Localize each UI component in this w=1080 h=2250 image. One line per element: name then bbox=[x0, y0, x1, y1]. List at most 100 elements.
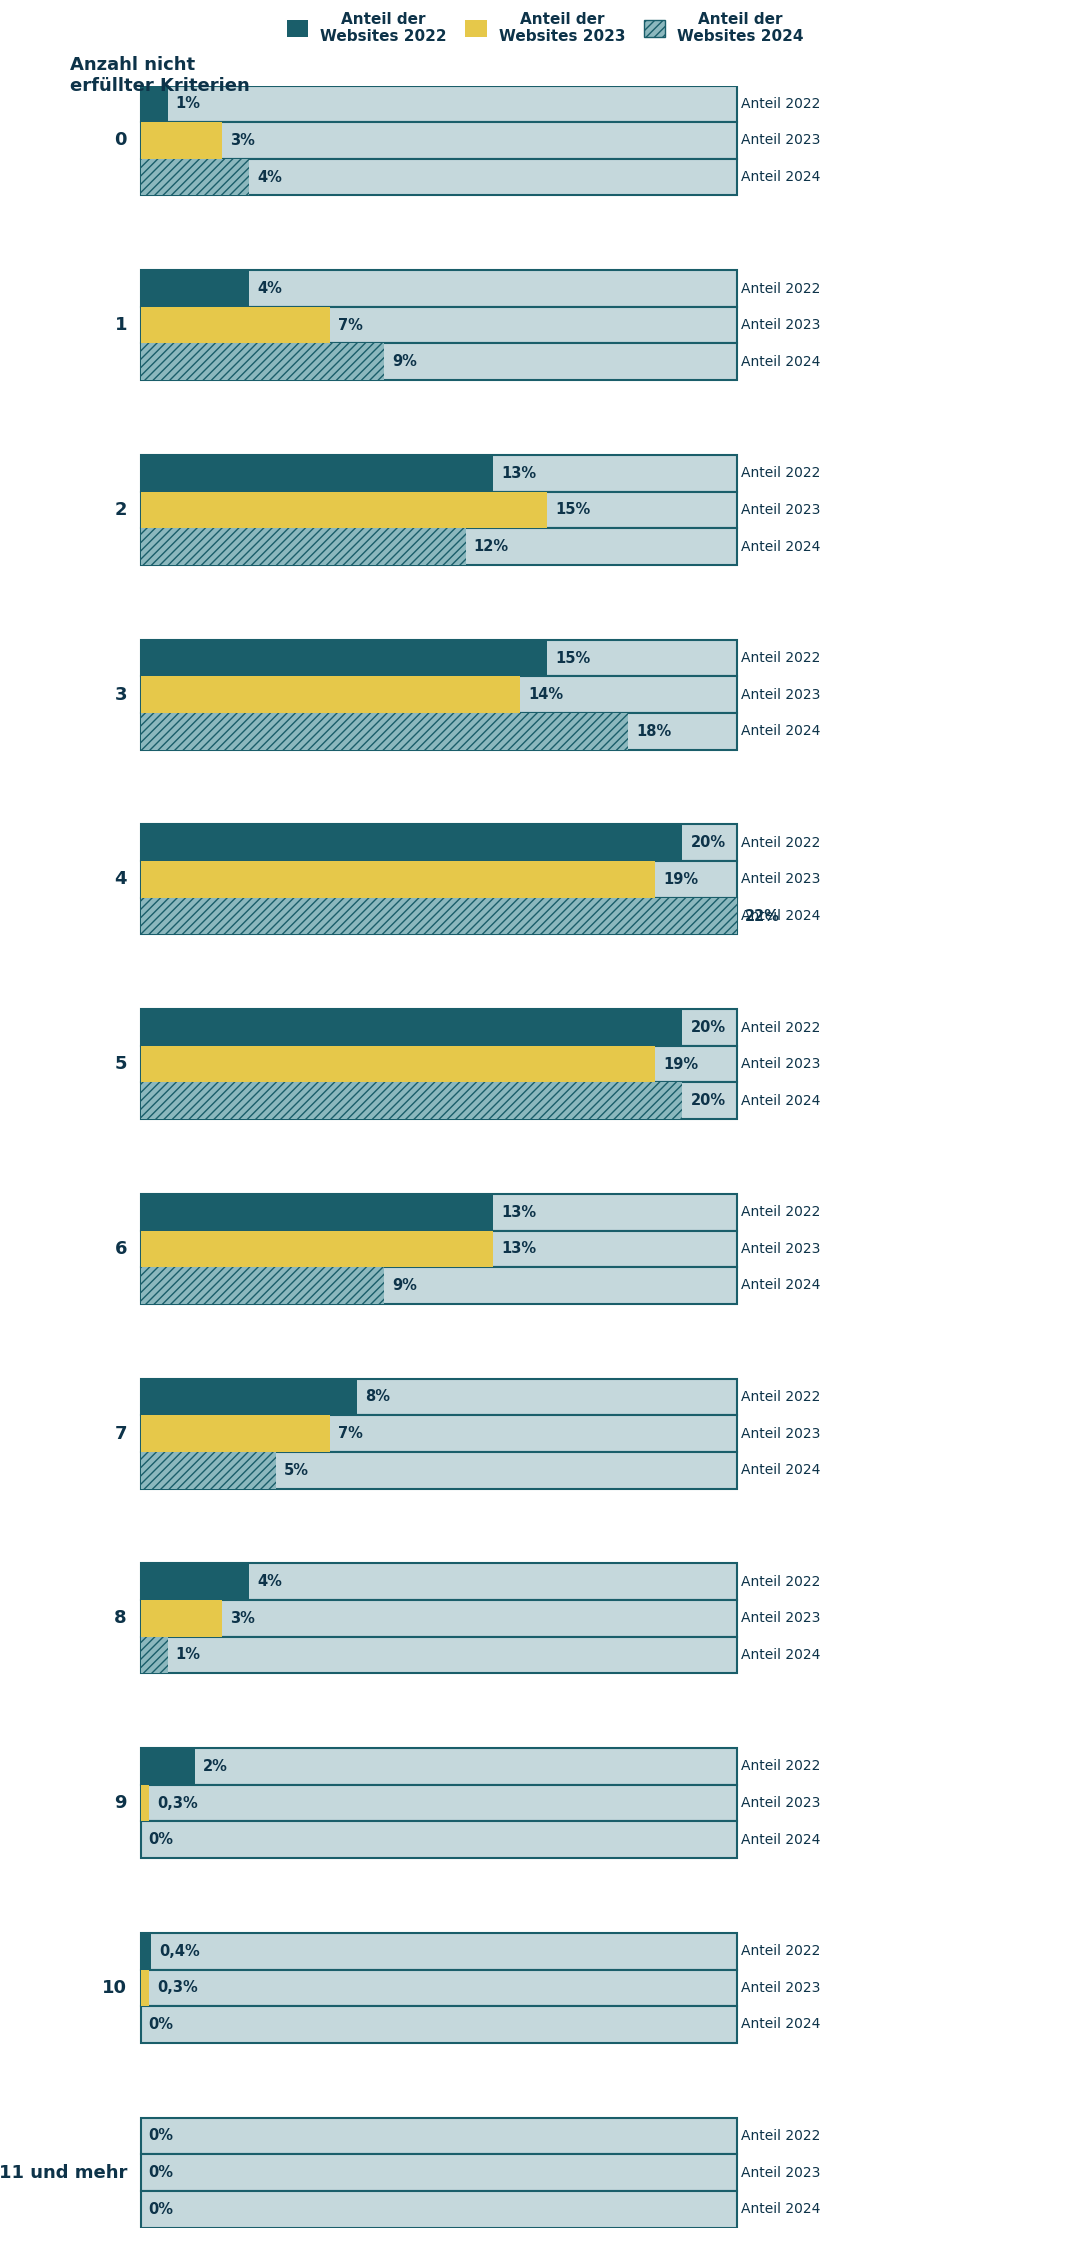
Text: 4%: 4% bbox=[257, 169, 282, 184]
Bar bbox=[140, 306, 737, 344]
Text: 3: 3 bbox=[114, 686, 127, 704]
Bar bbox=[140, 529, 737, 565]
Bar bbox=[140, 270, 248, 306]
Text: 10: 10 bbox=[102, 1978, 127, 1996]
Text: 3%: 3% bbox=[230, 1611, 255, 1627]
Text: Anteil 2022: Anteil 2022 bbox=[741, 281, 820, 295]
Bar bbox=[140, 306, 330, 344]
Text: Anteil 2023: Anteil 2023 bbox=[741, 504, 820, 518]
Text: 4: 4 bbox=[114, 871, 127, 889]
Bar bbox=[140, 1784, 737, 1822]
Bar bbox=[140, 1933, 737, 1969]
Text: 0%: 0% bbox=[149, 1831, 174, 1847]
Bar bbox=[140, 1564, 248, 1600]
Text: Anteil 2023: Anteil 2023 bbox=[741, 873, 820, 886]
Text: 1: 1 bbox=[114, 317, 127, 335]
Text: Anteil 2022: Anteil 2022 bbox=[741, 2128, 820, 2142]
Bar bbox=[140, 1082, 737, 1118]
Bar bbox=[140, 455, 492, 490]
Bar bbox=[140, 1748, 194, 1784]
Text: 0%: 0% bbox=[149, 2016, 174, 2032]
Text: 12%: 12% bbox=[474, 540, 509, 554]
Text: 1%: 1% bbox=[176, 1647, 201, 1663]
Bar bbox=[140, 824, 737, 862]
Text: Anteil 2022: Anteil 2022 bbox=[741, 97, 820, 110]
Bar bbox=[140, 898, 737, 934]
Bar bbox=[140, 1564, 737, 1600]
Text: 0%: 0% bbox=[149, 2128, 174, 2144]
Bar bbox=[140, 490, 546, 529]
Bar bbox=[140, 1823, 737, 1858]
Bar bbox=[140, 122, 737, 160]
Bar bbox=[140, 639, 546, 677]
Text: Anteil 2024: Anteil 2024 bbox=[741, 1094, 820, 1107]
Text: 13%: 13% bbox=[501, 466, 536, 482]
Text: Anteil 2023: Anteil 2023 bbox=[741, 2164, 820, 2180]
Bar bbox=[140, 1451, 276, 1490]
Text: Anteil 2023: Anteil 2023 bbox=[741, 688, 820, 702]
Bar bbox=[140, 1933, 151, 1969]
Legend: Anteil der
Websites 2022, Anteil der
Websites 2023, Anteil der
Websites 2024: Anteil der Websites 2022, Anteil der Web… bbox=[286, 11, 804, 45]
Text: Anteil 2023: Anteil 2023 bbox=[741, 1242, 820, 1256]
Text: 0,4%: 0,4% bbox=[160, 1944, 200, 1960]
Text: Anteil 2024: Anteil 2024 bbox=[741, 909, 820, 922]
Bar bbox=[140, 1379, 357, 1415]
Text: 15%: 15% bbox=[555, 650, 591, 666]
Text: Anteil 2023: Anteil 2023 bbox=[741, 1426, 820, 1440]
Bar bbox=[140, 2153, 737, 2192]
Bar bbox=[140, 1415, 330, 1451]
Text: 14%: 14% bbox=[528, 686, 563, 702]
Text: 4%: 4% bbox=[257, 1575, 282, 1588]
Bar bbox=[140, 2192, 737, 2228]
Bar bbox=[140, 1451, 737, 1490]
Text: Anteil 2022: Anteil 2022 bbox=[741, 1760, 820, 1773]
Text: Anteil 2022: Anteil 2022 bbox=[741, 466, 820, 479]
Text: 20%: 20% bbox=[690, 1019, 726, 1035]
Text: Anteil 2024: Anteil 2024 bbox=[741, 1834, 820, 1847]
Text: Anteil 2022: Anteil 2022 bbox=[741, 835, 820, 850]
Text: 19%: 19% bbox=[663, 873, 699, 886]
Text: 6: 6 bbox=[114, 1240, 127, 1258]
Text: 19%: 19% bbox=[663, 1058, 699, 1071]
Text: 1%: 1% bbox=[176, 97, 201, 110]
Bar bbox=[140, 1784, 149, 1822]
Bar bbox=[140, 677, 737, 713]
Text: 20%: 20% bbox=[690, 835, 726, 850]
Bar bbox=[140, 1636, 167, 1674]
Text: Anteil 2024: Anteil 2024 bbox=[741, 356, 820, 369]
Bar bbox=[140, 1195, 492, 1231]
Text: Anteil 2023: Anteil 2023 bbox=[741, 1058, 820, 1071]
Text: Anteil 2022: Anteil 2022 bbox=[741, 1022, 820, 1035]
Bar bbox=[140, 270, 737, 306]
Text: Anteil 2024: Anteil 2024 bbox=[741, 1462, 820, 1478]
Bar bbox=[140, 862, 737, 898]
Bar bbox=[140, 1082, 683, 1118]
Bar bbox=[140, 122, 221, 160]
Text: Anzahl nicht
erfüllter Kriterien: Anzahl nicht erfüllter Kriterien bbox=[70, 56, 249, 94]
Bar bbox=[140, 1969, 149, 2007]
Bar bbox=[140, 1267, 737, 1303]
Bar bbox=[140, 1231, 737, 1267]
Text: Anteil 2024: Anteil 2024 bbox=[741, 724, 820, 738]
Bar bbox=[140, 1267, 384, 1303]
Bar bbox=[140, 824, 683, 862]
Text: 22%: 22% bbox=[745, 909, 780, 922]
Text: Anteil 2024: Anteil 2024 bbox=[741, 2018, 820, 2032]
Bar bbox=[140, 1010, 737, 1046]
Bar bbox=[140, 713, 737, 749]
Bar bbox=[140, 455, 737, 490]
Bar bbox=[140, 862, 656, 898]
Text: 13%: 13% bbox=[501, 1242, 536, 1256]
Text: 0,3%: 0,3% bbox=[157, 1980, 198, 1996]
Bar bbox=[140, 1415, 737, 1451]
Bar bbox=[140, 1636, 737, 1674]
Text: 0%: 0% bbox=[149, 2203, 174, 2216]
Text: 5%: 5% bbox=[284, 1462, 309, 1478]
Text: 0,3%: 0,3% bbox=[157, 1796, 198, 1811]
Bar bbox=[140, 1748, 737, 1784]
Text: 13%: 13% bbox=[501, 1204, 536, 1220]
Bar bbox=[140, 529, 465, 565]
Text: 8%: 8% bbox=[365, 1390, 390, 1404]
Text: 20%: 20% bbox=[690, 1094, 726, 1109]
Text: 9%: 9% bbox=[392, 1278, 417, 1294]
